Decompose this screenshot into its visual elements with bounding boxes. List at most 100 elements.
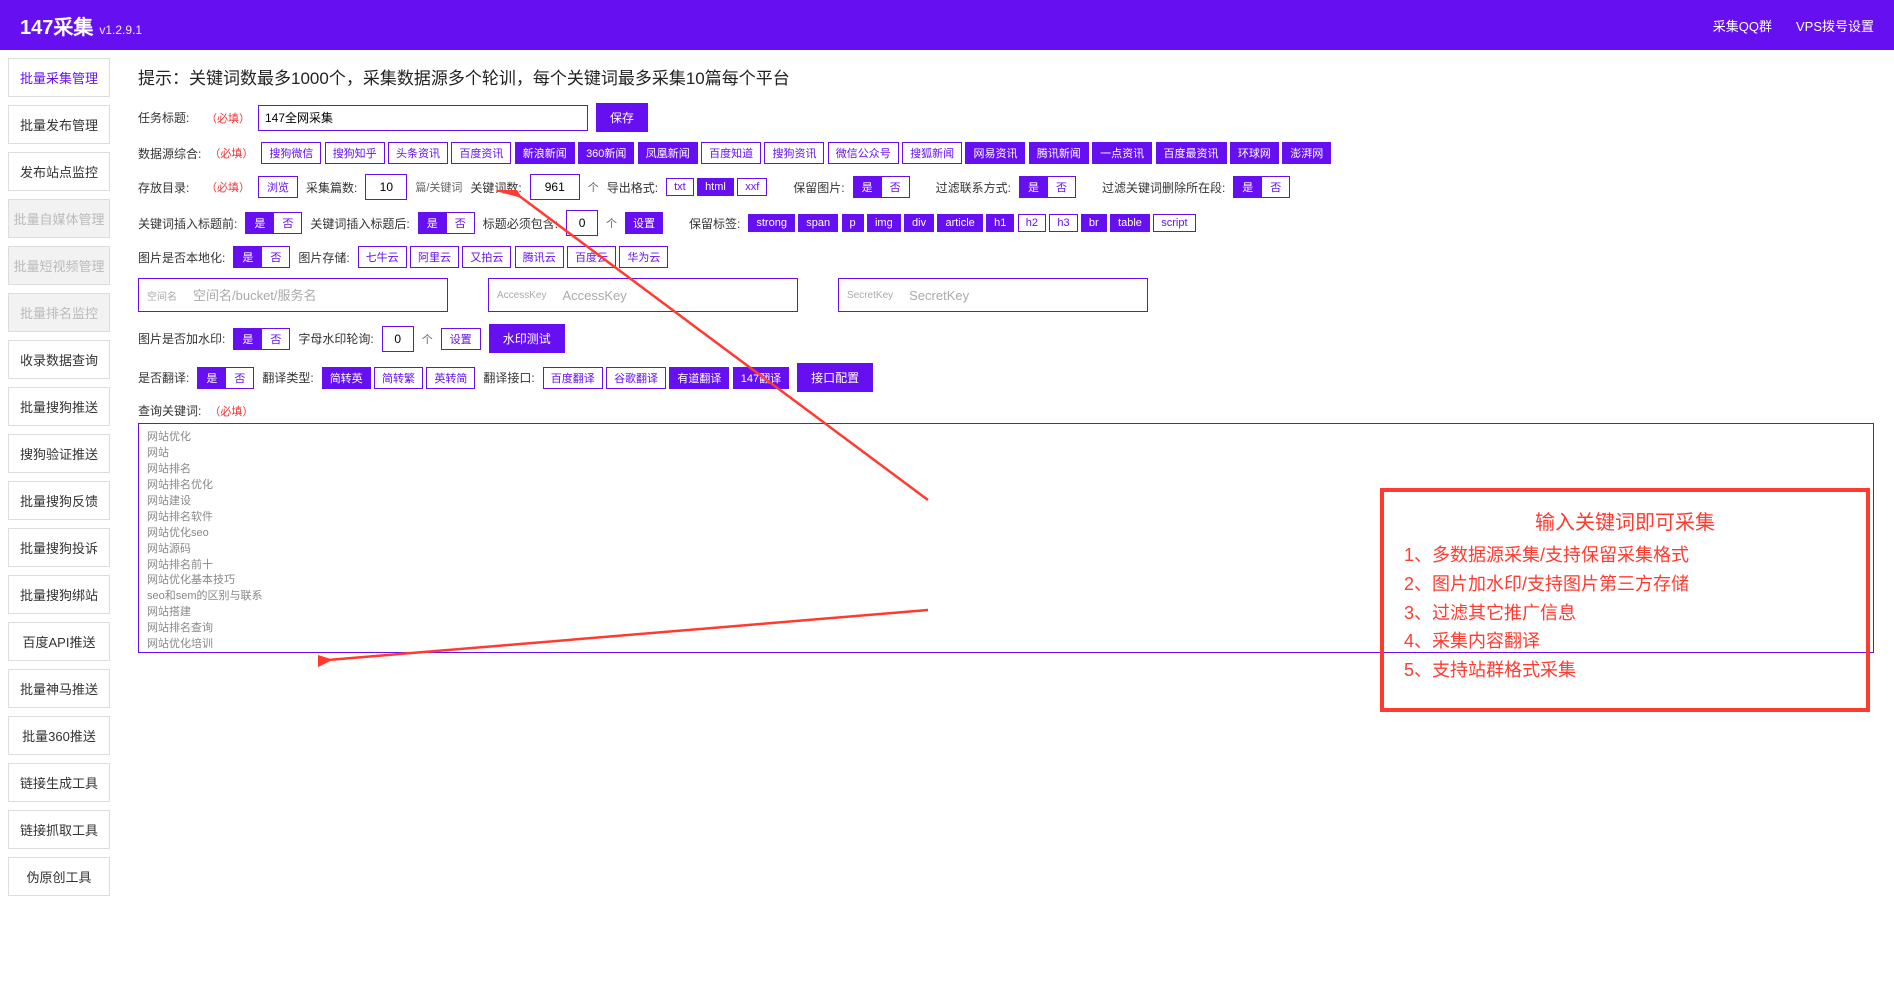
source-tag[interactable]: 腾讯新闻 [1029, 142, 1089, 164]
source-tag[interactable]: 凤凰新闻 [638, 142, 698, 164]
sidebar-item[interactable]: 链接生成工具 [8, 763, 110, 802]
keep-tag[interactable]: h3 [1049, 214, 1077, 232]
keep-tag-label: 保留标签: [689, 215, 740, 232]
kw-count-input[interactable] [530, 174, 580, 200]
api-config-button[interactable]: 接口配置 [797, 363, 873, 392]
source-tag[interactable]: 微信公众号 [828, 142, 899, 164]
source-label: 数据源综合: [138, 145, 201, 162]
keep-tag[interactable]: span [798, 214, 838, 232]
source-tag[interactable]: 搜狗微信 [261, 142, 321, 164]
collect-count-input[interactable] [365, 174, 407, 200]
wm-test-button[interactable]: 水印测试 [489, 324, 565, 353]
source-tag[interactable]: 网易资讯 [965, 142, 1025, 164]
kw-after-toggle-yes[interactable]: 是 [418, 212, 447, 234]
source-tag[interactable]: 新浪新闻 [515, 142, 575, 164]
kw-before-toggle-no[interactable]: 否 [274, 212, 302, 234]
kw-insert-before-label: 关键词插入标题前: [138, 215, 237, 232]
img-store-tag[interactable]: 百度云 [567, 246, 616, 268]
source-tag[interactable]: 搜狗资讯 [764, 142, 824, 164]
keep-tag[interactable]: article [937, 214, 982, 232]
keep-tag[interactable]: div [904, 214, 934, 232]
accesskey-input[interactable] [556, 280, 789, 310]
keep-tag[interactable]: h1 [986, 214, 1014, 232]
img-store-tag[interactable]: 阿里云 [410, 246, 459, 268]
sidebar-item[interactable]: 伪原创工具 [8, 857, 110, 896]
img-store-tag[interactable]: 七牛云 [358, 246, 407, 268]
translate-toggle-yes[interactable]: 是 [197, 367, 226, 389]
filter-kw-del-toggle-no[interactable]: 否 [1262, 176, 1290, 198]
trans-api-tag[interactable]: 百度翻译 [543, 367, 603, 389]
keep-tag[interactable]: script [1153, 214, 1195, 232]
keep-tag[interactable]: strong [748, 214, 795, 232]
sidebar-item[interactable]: 批量搜狗投诉 [8, 528, 110, 567]
sidebar-item[interactable]: 批量360推送 [8, 716, 110, 755]
translate-toggle-no[interactable]: 否 [226, 367, 254, 389]
task-title-input[interactable] [258, 105, 588, 131]
keep-tag[interactable]: br [1081, 214, 1107, 232]
img-store-tag[interactable]: 华为云 [619, 246, 668, 268]
watermark-toggle-yes[interactable]: 是 [233, 328, 262, 350]
source-tag[interactable]: 搜狗知乎 [325, 142, 385, 164]
trans-type-tag[interactable]: 英转简 [426, 367, 475, 389]
source-tag[interactable]: 百度最资讯 [1156, 142, 1227, 164]
sidebar-item[interactable]: 批量神马推送 [8, 669, 110, 708]
kw-count-unit: 个 [588, 179, 599, 195]
source-tag[interactable]: 360新闻 [578, 142, 634, 164]
hint-text: 提示：关键词数最多1000个，采集数据源多个轮训，每个关键词最多采集10篇每个平… [138, 64, 1874, 89]
save-button[interactable]: 保存 [596, 103, 648, 132]
kw-before-toggle-yes[interactable]: 是 [245, 212, 274, 234]
filter-kw-del-toggle-yes[interactable]: 是 [1233, 176, 1262, 198]
img-store-tag[interactable]: 腾讯云 [515, 246, 564, 268]
filter-contact-toggle-no[interactable]: 否 [1048, 176, 1076, 198]
sidebar-item[interactable]: 批量搜狗反馈 [8, 481, 110, 520]
space-input[interactable] [187, 280, 439, 310]
source-tag[interactable]: 百度资讯 [451, 142, 511, 164]
link-qq-group[interactable]: 采集QQ群 [1713, 16, 1772, 35]
keep-tag[interactable]: p [842, 214, 864, 232]
export-format-tag[interactable]: txt [666, 178, 694, 196]
kw-after-toggle-no[interactable]: 否 [447, 212, 475, 234]
img-local-toggle-no[interactable]: 否 [262, 246, 290, 268]
sidebar-item[interactable]: 批量采集管理 [8, 58, 110, 97]
source-tag[interactable]: 澎湃网 [1282, 142, 1331, 164]
watermark-toggle-no[interactable]: 否 [262, 328, 290, 350]
keep-img-toggle-no[interactable]: 否 [882, 176, 910, 198]
sidebar-item[interactable]: 批量发布管理 [8, 105, 110, 144]
source-tag[interactable]: 搜狐新闻 [902, 142, 962, 164]
trans-api-tag[interactable]: 147翻译 [733, 367, 789, 389]
sidebar-item[interactable]: 批量搜狗推送 [8, 387, 110, 426]
keep-img-toggle-yes[interactable]: 是 [853, 176, 882, 198]
secretkey-input[interactable] [903, 280, 1139, 310]
wm-set-button[interactable]: 设置 [441, 328, 481, 350]
export-format-tag[interactable]: html [697, 178, 734, 196]
trans-api-tag[interactable]: 谷歌翻译 [606, 367, 666, 389]
title-must-set-button[interactable]: 设置 [625, 212, 663, 234]
trans-type-tag[interactable]: 简转英 [322, 367, 371, 389]
wm-rotate-input[interactable] [382, 326, 414, 352]
trans-api-tag[interactable]: 有道翻译 [669, 367, 729, 389]
source-tag[interactable]: 百度知道 [701, 142, 761, 164]
keep-tag[interactable]: h2 [1018, 214, 1046, 232]
export-format-tag[interactable]: xxf [737, 178, 767, 196]
space-input-box: 空间名 [138, 278, 448, 312]
img-store-tag[interactable]: 又拍云 [462, 246, 511, 268]
sidebar-item[interactable]: 收录数据查询 [8, 340, 110, 379]
source-tag[interactable]: 头条资讯 [388, 142, 448, 164]
sidebar-item[interactable]: 搜狗验证推送 [8, 434, 110, 473]
sidebar-item[interactable]: 批量搜狗绑站 [8, 575, 110, 614]
filter-contact-toggle-yes[interactable]: 是 [1019, 176, 1048, 198]
source-tag[interactable]: 环球网 [1230, 142, 1279, 164]
keep-tag[interactable]: table [1110, 214, 1150, 232]
sidebar-item[interactable]: 发布站点监控 [8, 152, 110, 191]
sidebar-item[interactable]: 链接抓取工具 [8, 810, 110, 849]
sidebar-item[interactable]: 百度API推送 [8, 622, 110, 661]
title-must-input[interactable] [566, 210, 598, 236]
app-title: 147采集 [20, 11, 93, 40]
trans-type-tag[interactable]: 简转繁 [374, 367, 423, 389]
keywords-textarea[interactable] [138, 423, 1874, 653]
link-vps-config[interactable]: VPS拨号设置 [1796, 16, 1874, 35]
source-tag[interactable]: 一点资讯 [1092, 142, 1152, 164]
browse-button[interactable]: 浏览 [258, 176, 298, 198]
img-local-toggle-yes[interactable]: 是 [233, 246, 262, 268]
keep-tag[interactable]: img [867, 214, 901, 232]
